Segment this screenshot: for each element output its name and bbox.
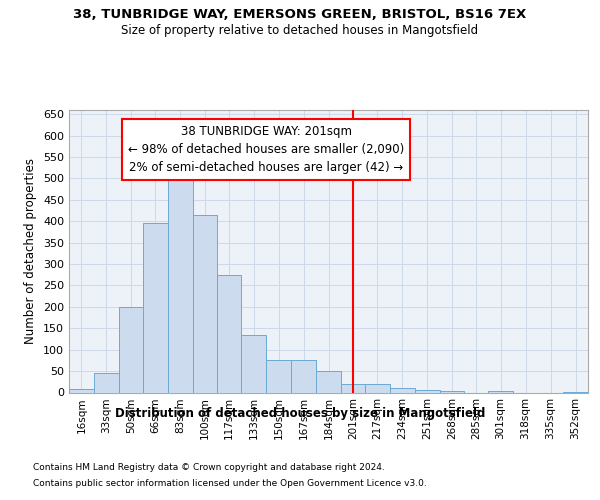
- Bar: [241, 334, 266, 392]
- Bar: [316, 371, 341, 392]
- Text: Distribution of detached houses by size in Mangotsfield: Distribution of detached houses by size …: [115, 408, 485, 420]
- Bar: [488, 391, 513, 392]
- Bar: [415, 390, 440, 392]
- Bar: [143, 224, 167, 392]
- Y-axis label: Number of detached properties: Number of detached properties: [25, 158, 37, 344]
- Text: 38 TUNBRIDGE WAY: 201sqm
← 98% of detached houses are smaller (2,090)
2% of semi: 38 TUNBRIDGE WAY: 201sqm ← 98% of detach…: [128, 125, 404, 174]
- Bar: [193, 215, 217, 392]
- Bar: [291, 360, 316, 392]
- Bar: [217, 275, 241, 392]
- Bar: [389, 388, 415, 392]
- Bar: [69, 389, 94, 392]
- Bar: [119, 307, 143, 392]
- Bar: [94, 373, 119, 392]
- Text: 38, TUNBRIDGE WAY, EMERSONS GREEN, BRISTOL, BS16 7EX: 38, TUNBRIDGE WAY, EMERSONS GREEN, BRIST…: [73, 8, 527, 22]
- Bar: [341, 384, 365, 392]
- Text: Contains HM Land Registry data © Crown copyright and database right 2024.: Contains HM Land Registry data © Crown c…: [33, 462, 385, 471]
- Bar: [440, 391, 464, 392]
- Text: Contains public sector information licensed under the Open Government Licence v3: Contains public sector information licen…: [33, 479, 427, 488]
- Text: Size of property relative to detached houses in Mangotsfield: Size of property relative to detached ho…: [121, 24, 479, 37]
- Bar: [365, 384, 389, 392]
- Bar: [167, 176, 193, 392]
- Bar: [266, 360, 291, 392]
